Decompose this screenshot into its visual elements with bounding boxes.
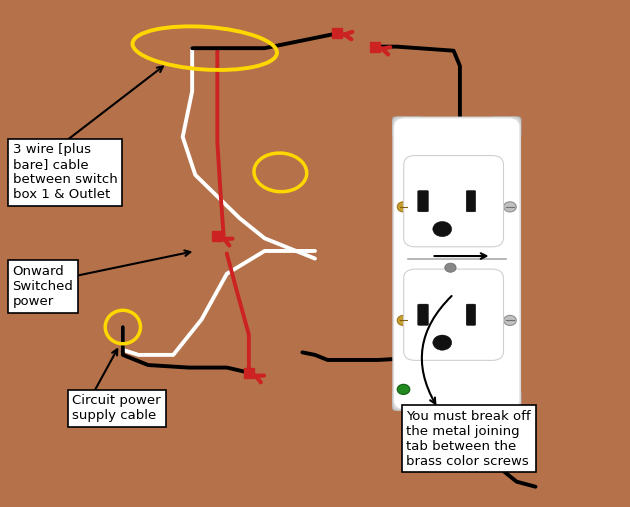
- Text: You must break off
the metal joining
tab between the
brass color screws: You must break off the metal joining tab…: [406, 410, 531, 467]
- Circle shape: [402, 396, 412, 405]
- FancyBboxPatch shape: [418, 304, 428, 325]
- FancyBboxPatch shape: [393, 118, 520, 410]
- Circle shape: [503, 202, 516, 212]
- Circle shape: [397, 315, 410, 325]
- Circle shape: [501, 396, 511, 405]
- FancyBboxPatch shape: [393, 118, 520, 410]
- Circle shape: [397, 384, 410, 394]
- FancyBboxPatch shape: [491, 117, 520, 136]
- Circle shape: [402, 123, 412, 131]
- Circle shape: [433, 335, 452, 350]
- FancyBboxPatch shape: [418, 191, 428, 212]
- FancyBboxPatch shape: [393, 391, 422, 410]
- Text: Onward
Switched
power: Onward Switched power: [13, 265, 74, 308]
- FancyBboxPatch shape: [491, 391, 520, 410]
- FancyBboxPatch shape: [404, 156, 503, 247]
- Circle shape: [397, 202, 410, 212]
- Circle shape: [501, 123, 511, 131]
- Circle shape: [445, 263, 456, 272]
- FancyBboxPatch shape: [466, 191, 476, 212]
- FancyBboxPatch shape: [393, 117, 422, 136]
- Circle shape: [503, 315, 516, 325]
- Text: 3 wire [plus
bare] cable
between switch
box 1 & Outlet: 3 wire [plus bare] cable between switch …: [13, 143, 117, 201]
- Text: Circuit power
supply cable: Circuit power supply cable: [72, 394, 161, 422]
- FancyBboxPatch shape: [466, 304, 476, 325]
- Circle shape: [433, 222, 452, 237]
- FancyBboxPatch shape: [404, 269, 503, 360]
